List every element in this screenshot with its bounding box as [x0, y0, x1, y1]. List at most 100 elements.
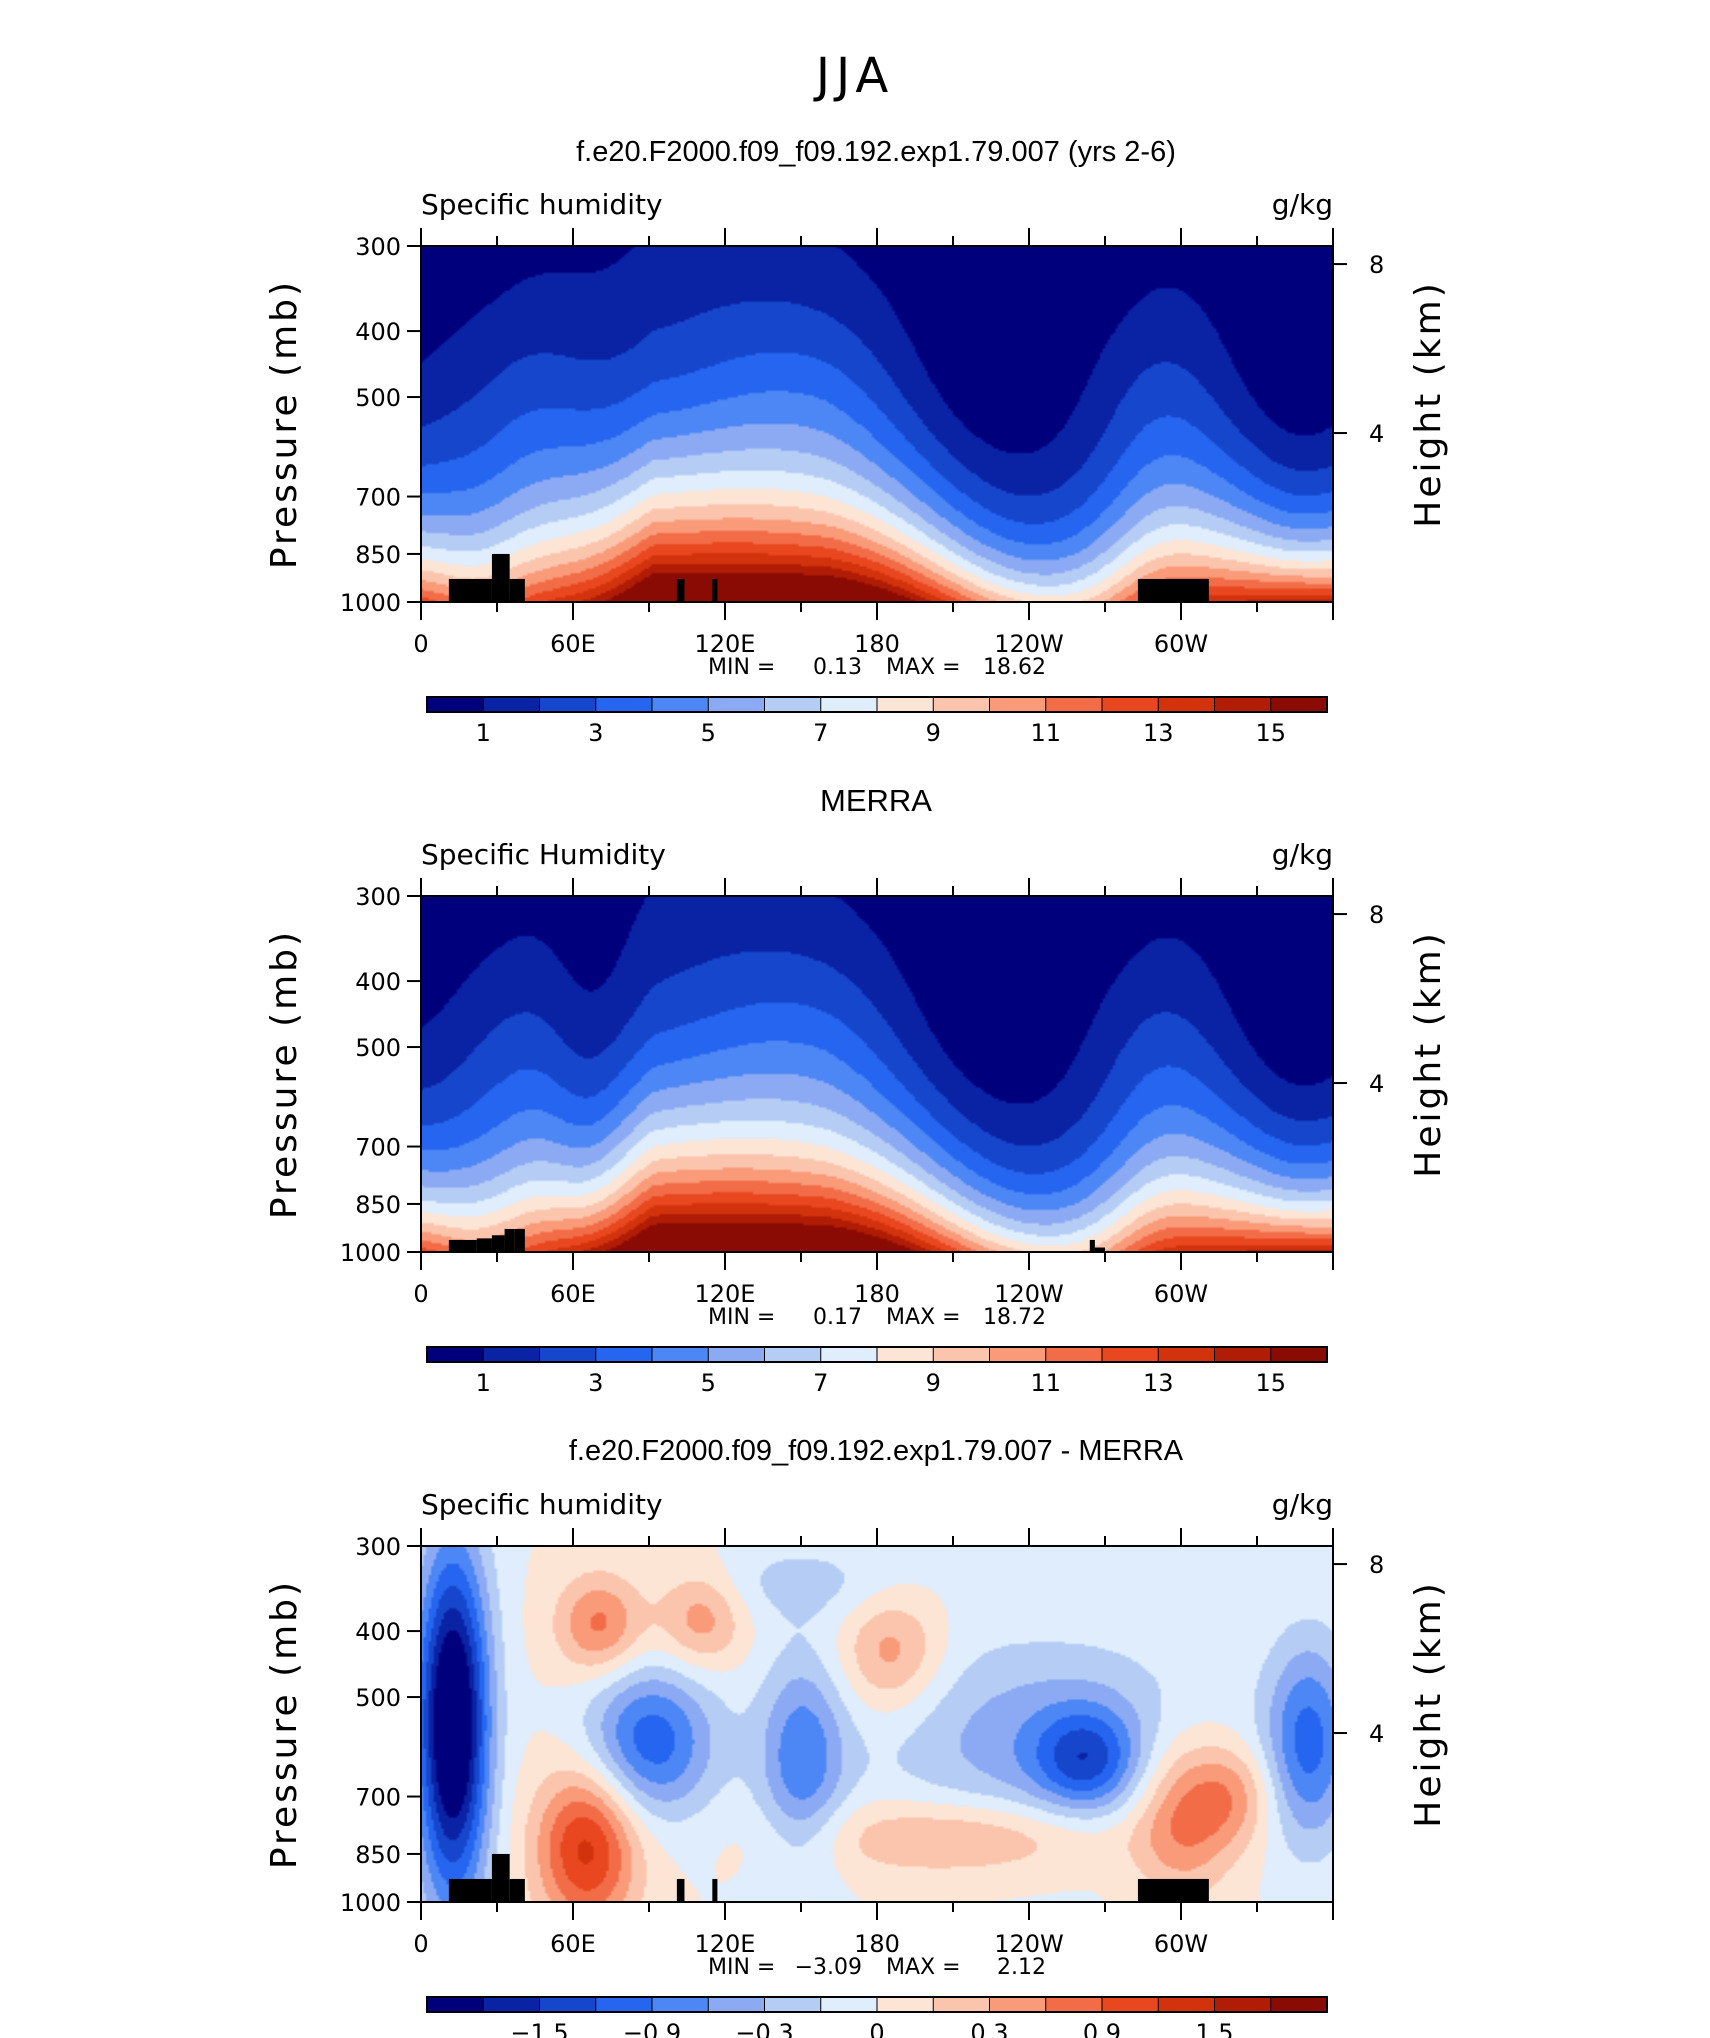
- colorbar-swatch: [707, 1346, 766, 1363]
- colorbar-swatch: [707, 1996, 766, 2013]
- terrain-mask: [491, 1235, 505, 1252]
- colorbar-swatch: [1157, 1346, 1216, 1363]
- x-tick-label: 0: [413, 1280, 428, 1308]
- terrain-mask: [712, 578, 718, 602]
- terrain-mask: [712, 1878, 718, 1902]
- max-value: 2.12: [997, 1955, 1046, 1980]
- colorbar-swatch: [1157, 696, 1216, 713]
- colorbar-label: 11: [1030, 1369, 1061, 1397]
- colorbar-swatch: [820, 1996, 878, 2013]
- colorbar-swatch: [820, 1346, 878, 1363]
- y-tick-label: 300: [355, 883, 401, 911]
- x-tick-label: 120W: [994, 1280, 1064, 1308]
- min-value: −3.09: [795, 1955, 862, 1980]
- y-tick-label: 400: [355, 968, 401, 996]
- colorbar-swatch: [1270, 1346, 1328, 1363]
- terrain-mask: [509, 1878, 525, 1902]
- colorbar-label: 1: [476, 1369, 491, 1397]
- x-tick-label: 60E: [550, 1930, 596, 1958]
- terrain-mask: [1094, 1247, 1105, 1252]
- colorbar-swatch: [426, 1996, 485, 2013]
- colorbar-label: 5: [701, 719, 716, 747]
- colorbar-swatch: [989, 1346, 1047, 1363]
- y-tick-label: 700: [355, 1784, 401, 1812]
- colorbar-swatch: [707, 696, 766, 713]
- colorbar-swatch: [1270, 696, 1328, 713]
- colorbar-label: 11: [1030, 719, 1061, 747]
- colorbar-swatch: [595, 1996, 653, 2013]
- colorbar-label: 0: [869, 2019, 884, 2038]
- y-axis-title-right: Height (km): [1408, 930, 1449, 1177]
- min-label: MIN =: [708, 1305, 775, 1330]
- colorbar-swatch: [482, 696, 541, 713]
- y-tick-label: 1000: [340, 1889, 401, 1917]
- colorbar-swatch: [651, 1346, 710, 1363]
- x-tick-label: 0: [413, 630, 428, 658]
- terrain-mask: [476, 1238, 492, 1252]
- colorbar-swatch: [651, 696, 710, 713]
- panel-title: f.e20.F2000.f09_f09.192.exp1.79.007 - ME…: [569, 1435, 1184, 1467]
- units-label: g/kg: [1272, 188, 1333, 221]
- x-tick-label: 120E: [695, 1280, 756, 1308]
- terrain-mask: [448, 1239, 477, 1252]
- colorbar-swatch: [1157, 1996, 1216, 2013]
- variable-label: Specific humidity: [421, 1488, 663, 1521]
- colorbar-frame: [426, 696, 1328, 713]
- units-label: g/kg: [1272, 1488, 1333, 1521]
- y-axis-title: Pressure (mb): [264, 279, 305, 569]
- colorbar-swatch: [651, 1996, 710, 2013]
- colorbar-label: 3: [588, 1369, 603, 1397]
- colorbar-swatch: [1101, 1996, 1160, 2013]
- chart-panel-1: f.e20.F2000.f09_f09.192.exp1.79.007 (yrs…: [264, 136, 1449, 747]
- x-tick-label: 180: [854, 1280, 900, 1308]
- terrain-mask: [1137, 578, 1209, 602]
- x-tick-label: 60W: [1154, 1280, 1208, 1308]
- colorbar-swatch: [482, 1996, 541, 2013]
- colorbar-label: −0.9: [623, 2019, 681, 2038]
- colorbar-swatch: [764, 1346, 822, 1363]
- max-label: MAX =: [886, 1305, 961, 1330]
- x-tick-label: 0: [413, 1930, 428, 1958]
- height-tick-label: 4: [1369, 1720, 1384, 1748]
- colorbar-swatch: [932, 1346, 991, 1363]
- colorbar-frame: [426, 1996, 1328, 2013]
- terrain-mask: [448, 1878, 492, 1902]
- colorbar-label: 1: [476, 719, 491, 747]
- height-tick-label: 8: [1369, 901, 1384, 929]
- y-axis-title: Pressure (mb): [264, 929, 305, 1219]
- y-tick-label: 500: [355, 1684, 401, 1712]
- terrain-mask: [514, 1228, 525, 1252]
- y-tick-label: 700: [355, 1134, 401, 1162]
- colorbar-swatch: [764, 696, 822, 713]
- colorbar-swatch: [426, 1346, 485, 1363]
- colorbar-swatch: [989, 696, 1047, 713]
- colorbar-label: 7: [813, 719, 828, 747]
- colorbar-swatch: [1045, 1996, 1103, 2013]
- terrain-mask: [491, 1853, 510, 1902]
- heatmap-field: [421, 896, 1333, 1252]
- x-tick-label: 180: [854, 1930, 900, 1958]
- colorbar-swatch: [539, 1346, 597, 1363]
- colorbar-swatch: [876, 696, 935, 713]
- colorbar-swatch: [876, 1346, 935, 1363]
- min-label: MIN =: [708, 655, 775, 680]
- colorbar-label: 9: [926, 1369, 941, 1397]
- y-tick-label: 850: [355, 541, 401, 569]
- units-label: g/kg: [1272, 838, 1333, 871]
- colorbar-swatch: [482, 1346, 541, 1363]
- terrain-mask: [509, 578, 525, 602]
- colorbar-label: 1.5: [1195, 2019, 1233, 2038]
- x-tick-label: 120E: [695, 630, 756, 658]
- colorbar-swatch: [539, 1996, 597, 2013]
- colorbar-swatch: [820, 696, 878, 713]
- colorbar-label: −1.5: [510, 2019, 568, 2038]
- colorbar-label: 3: [588, 719, 603, 747]
- max-label: MAX =: [886, 1955, 961, 1980]
- min-value: 0.13: [813, 655, 862, 680]
- y-tick-label: 850: [355, 1841, 401, 1869]
- colorbar-swatch: [539, 696, 597, 713]
- colorbar-label: −0.3: [735, 2019, 793, 2038]
- colorbar-swatch: [989, 1996, 1047, 2013]
